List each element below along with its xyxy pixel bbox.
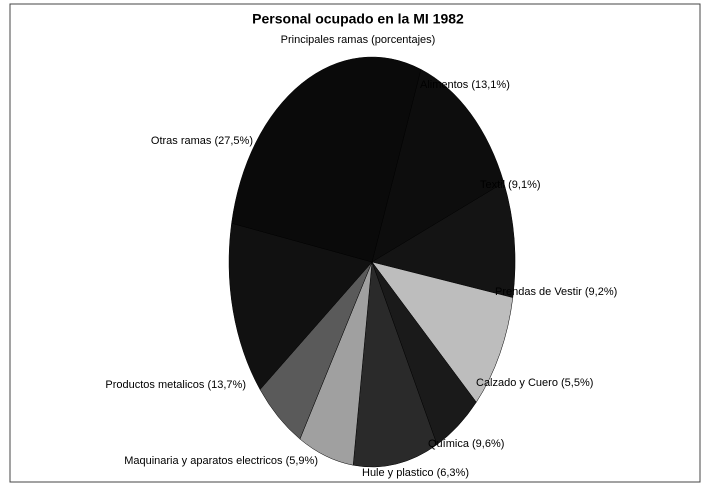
slice-label: Hule y plastico (6,3%) <box>362 467 469 479</box>
slice-label: Textil (9,1%) <box>480 179 541 191</box>
pie-slice <box>371 68 505 263</box>
pie-slice <box>371 261 514 403</box>
slice-label: Calzado y Cuero (5,5%) <box>476 377 593 389</box>
pie-slice <box>352 261 438 468</box>
slice-label: Productos metalicos (13,7%) <box>105 379 246 391</box>
slice-label: Alimentos (13,1%) <box>420 79 510 91</box>
slice-label: Prendas de Vestir (9,2%) <box>495 286 617 298</box>
slice-label: Otras ramas (27,5%) <box>151 135 253 147</box>
chart-title: Personal ocupado en la MI 1982 <box>252 11 464 27</box>
slice-label: Maquinaria y aparatos electricos (5,9%) <box>124 455 318 467</box>
frame <box>9 3 701 483</box>
pie-slice <box>371 182 516 298</box>
pie-slice <box>231 56 422 263</box>
slice-label: Química (9,6%) <box>428 438 504 450</box>
pie-slice <box>228 222 373 390</box>
chart-subtitle: Principales ramas (porcentajes) <box>281 34 436 46</box>
